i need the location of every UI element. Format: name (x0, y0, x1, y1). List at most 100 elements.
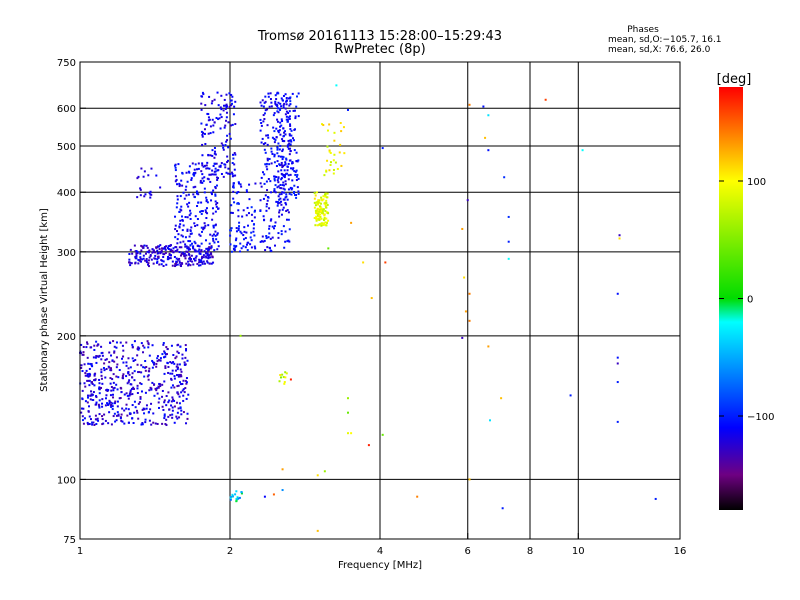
scatter-point (262, 114, 265, 117)
scatter-point (206, 177, 209, 180)
scatter-point (260, 240, 263, 243)
scatter-point (137, 258, 140, 261)
scatter-point (145, 261, 148, 264)
scatter-point (134, 406, 137, 409)
scatter-point (100, 352, 103, 355)
scatter-point (213, 98, 216, 101)
scatter-point (278, 380, 281, 383)
scatter-point (231, 493, 234, 496)
scatter-point (125, 361, 128, 364)
scatter-point (242, 238, 245, 241)
scatter-point (84, 400, 87, 403)
scatter-point (279, 155, 282, 158)
scatter-point (215, 162, 218, 165)
scatter-point (140, 371, 143, 374)
scatter-point (173, 164, 176, 167)
scatter-point (281, 373, 284, 376)
scatter-point (276, 120, 279, 123)
scatter-point (147, 342, 150, 345)
scatter-point (220, 94, 223, 97)
scatter-point (269, 219, 272, 222)
scatter-point (107, 422, 110, 425)
scatter-point (226, 159, 229, 162)
scatter-point (184, 245, 187, 248)
scatter-point (157, 401, 160, 404)
scatter-point (198, 245, 201, 248)
scatter-point (148, 370, 151, 373)
scatter-point (288, 153, 291, 156)
scatter-point (94, 356, 97, 359)
scatter-point (187, 263, 190, 266)
scatter-point (107, 403, 110, 406)
scatter-point (224, 107, 227, 110)
scatter-point (143, 170, 146, 173)
scatter-point (231, 172, 234, 175)
scatter-point (151, 251, 154, 254)
scatter-point (98, 382, 101, 385)
scatter-point (274, 184, 277, 187)
scatter-point (285, 218, 288, 221)
scatter-point (205, 167, 208, 170)
scatter-point (295, 151, 298, 154)
scatter-point (190, 254, 193, 257)
scatter-point (81, 415, 84, 418)
scatter-point (183, 254, 186, 257)
scatter-point (329, 161, 332, 164)
scatter-point (273, 112, 276, 115)
scatter-point (466, 199, 469, 202)
scatter-point (325, 196, 328, 199)
scatter-point (171, 260, 174, 263)
scatter-point (213, 249, 216, 252)
scatter-point (139, 396, 142, 399)
scatter-point (292, 109, 295, 112)
scatter-point (81, 389, 84, 392)
scatter-point (101, 398, 104, 401)
x-axis-label: Frequency [MHz] (338, 560, 422, 571)
scatter-point (155, 389, 158, 392)
scatter-point (168, 408, 171, 411)
scatter-point (140, 260, 143, 263)
scatter-point (203, 132, 206, 135)
scatter-point (205, 217, 208, 220)
scatter-point (177, 352, 180, 355)
scatter-point (191, 260, 194, 263)
scatter-point (101, 402, 104, 405)
scatter-point (109, 377, 112, 380)
scatter-point (282, 127, 285, 130)
scatter-point (333, 131, 336, 134)
scatter-point (235, 230, 238, 233)
scatter-point (173, 255, 176, 258)
scatter-point (170, 344, 173, 347)
scatter-point (286, 172, 289, 175)
scatter-point (140, 423, 143, 426)
scatter-point (204, 142, 207, 145)
scatter-point (88, 379, 91, 382)
scatter-point (315, 211, 318, 214)
scatter-point (381, 147, 384, 150)
scatter-point (98, 406, 101, 409)
scatter-point (199, 179, 202, 182)
scatter-point (232, 153, 235, 156)
scatter-point (104, 376, 107, 379)
scatter-point (176, 198, 179, 201)
scatter-point (213, 146, 216, 149)
scatter-point (265, 209, 268, 212)
scatter-points (79, 84, 657, 532)
scatter-point (145, 244, 148, 247)
scatter-point (160, 259, 163, 262)
scatter-point (152, 262, 155, 265)
scatter-point (275, 165, 278, 168)
scatter-point (214, 234, 217, 237)
scatter-point (176, 238, 179, 241)
scatter-point (110, 389, 113, 392)
scatter-point (247, 212, 250, 215)
scatter-point (252, 227, 255, 230)
scatter-point (289, 124, 292, 127)
scatter-point (211, 169, 214, 172)
scatter-point (173, 421, 176, 424)
scatter-point (276, 104, 279, 107)
scatter-point (327, 247, 330, 250)
scatter-point (274, 138, 277, 141)
scatter-point (275, 127, 278, 130)
scatter-point (226, 155, 229, 158)
